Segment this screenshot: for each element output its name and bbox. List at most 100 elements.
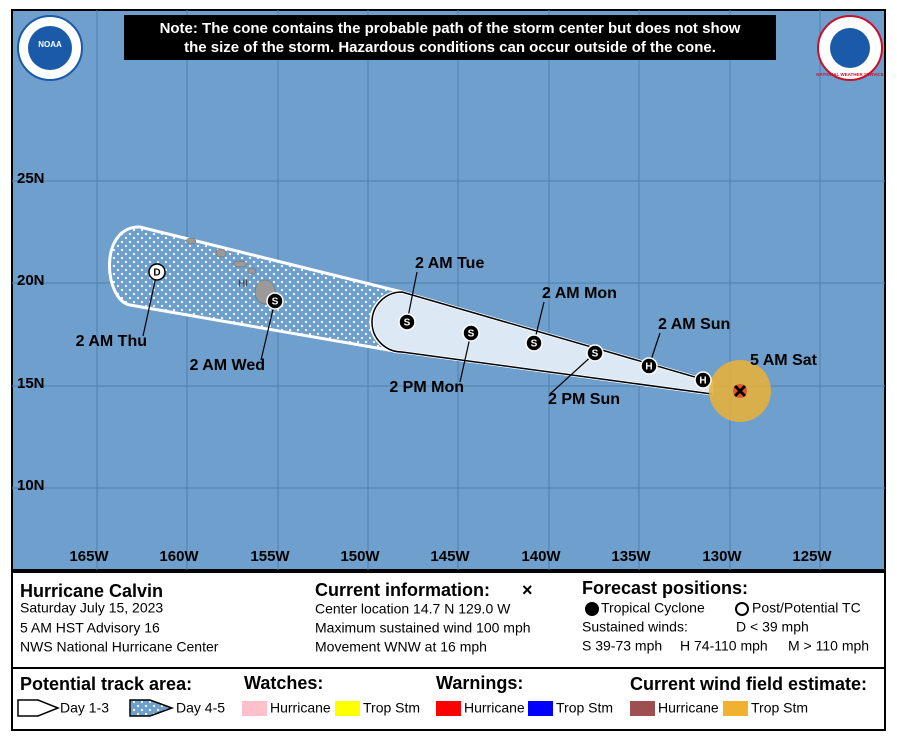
lon-label: 145W xyxy=(430,548,470,565)
legend-title: Potential track area: xyxy=(20,674,192,694)
x-mark xyxy=(733,384,747,398)
track-marker xyxy=(586,344,604,362)
track: H 2 AM Sun H 2 PM Sun S 2 AM Mon S 2 PM Mon S 2 A… xyxy=(76,255,731,408)
marker-letter: S xyxy=(592,349,599,360)
lon-label: 150W xyxy=(340,548,380,565)
grid: 25N 20N 15N 10N 165W 160W 155W 150W 145W 140W 135W… xyxy=(12,10,885,570)
legend-item: Trop Stm xyxy=(363,700,420,716)
marker-letter: H xyxy=(699,376,706,387)
current-position xyxy=(733,384,747,398)
note-line: the size of the storm. Hazardous conditi… xyxy=(184,39,716,56)
legend-item: Hurricane xyxy=(464,700,525,716)
island xyxy=(185,237,197,245)
day13-swatch xyxy=(17,699,61,717)
logo-center xyxy=(28,26,72,70)
legend-title: Watches: xyxy=(244,673,323,693)
swatch xyxy=(630,701,655,716)
current-line: Center location 14.7 N 129.0 W xyxy=(315,601,511,617)
island xyxy=(247,267,257,275)
swatch xyxy=(723,701,748,716)
current-line: Movement WNW at 16 mph xyxy=(315,639,487,655)
track-marker xyxy=(148,263,166,281)
track-marker xyxy=(398,313,416,331)
lon-label: 160W xyxy=(159,548,199,565)
marker-letter: S xyxy=(468,329,475,340)
legend-item: Hurricane xyxy=(270,700,331,716)
wind-m: M > 110 mph xyxy=(788,638,869,654)
winds-title: Sustained winds: xyxy=(582,619,688,635)
note-box xyxy=(124,15,776,60)
lon-label: 140W xyxy=(521,548,561,565)
track-marker xyxy=(266,292,284,310)
tc-symbol xyxy=(585,602,599,616)
current-symbol: × xyxy=(522,580,533,600)
forecast-post: Post/Potential TC xyxy=(752,600,861,616)
forecast-title: Forecast positions: xyxy=(582,578,748,598)
day45-swatch xyxy=(129,699,175,717)
track-marker xyxy=(525,334,543,352)
track-label: 2 PM Sun xyxy=(548,391,620,408)
track-label: 2 AM Tue xyxy=(415,255,484,272)
legend-title: Warnings: xyxy=(436,673,523,693)
lat-label: 20N xyxy=(17,272,45,289)
wind-h: H 74-110 mph xyxy=(680,638,768,654)
legend-item: Hurricane xyxy=(658,700,719,716)
leader-line xyxy=(549,352,596,395)
legend-item: Day 1-3 xyxy=(60,700,109,716)
track-marker xyxy=(462,324,480,342)
track-marker xyxy=(694,371,712,389)
island-label: HI xyxy=(238,279,248,290)
track-label: 2 AM Wed xyxy=(189,357,265,374)
swatch xyxy=(528,701,553,716)
lat-label: 25N xyxy=(17,170,45,187)
lat-label: 15N xyxy=(17,375,45,392)
noaa-logo: NOAA xyxy=(17,15,83,81)
current-title: Current information: xyxy=(315,580,490,600)
lon-label: 135W xyxy=(611,548,651,565)
legend-item: Trop Stm xyxy=(751,700,808,716)
wind-s: S 39-73 mph xyxy=(582,638,662,654)
lon-label: 155W xyxy=(250,548,290,565)
cone-outline xyxy=(371,291,713,395)
current-line: Maximum sustained wind 100 mph xyxy=(315,620,531,636)
track-label: 2 AM Mon xyxy=(542,285,617,302)
logo-text: NOAA xyxy=(38,40,62,49)
track-marker xyxy=(640,357,658,375)
swatch xyxy=(436,701,461,716)
lon-label: 125W xyxy=(792,548,832,565)
lon-label: 165W xyxy=(69,548,109,565)
storm-center: NWS National Hurricane Center xyxy=(20,639,219,655)
logo-text: NATIONAL WEATHER SERVICE xyxy=(816,72,883,77)
marker-letter: S xyxy=(404,318,411,329)
leader-line xyxy=(260,300,276,361)
marker-letter: S xyxy=(272,297,279,308)
storm-name: Hurricane Calvin xyxy=(20,581,163,601)
swatch xyxy=(335,701,360,716)
lat-label: 10N xyxy=(17,477,45,494)
island xyxy=(232,260,248,268)
marker-letter: D xyxy=(153,268,160,279)
info-panel: Hurricane Calvin Saturday July 15, 2023 … xyxy=(11,571,886,731)
marker-letter: S xyxy=(531,339,538,350)
leader-line xyxy=(142,271,158,337)
lon-label: 130W xyxy=(702,548,742,565)
nws-logo: NATIONAL WEATHER SERVICE xyxy=(816,15,884,81)
legend-title: Current wind field estimate: xyxy=(630,674,867,694)
post-symbol xyxy=(735,602,749,616)
track-label: 2 AM Thu xyxy=(76,333,147,350)
wind-d: D < 39 mph xyxy=(736,619,809,635)
storm-advisory: 5 AM HST Advisory 16 xyxy=(20,620,160,636)
marker-letter: H xyxy=(645,362,652,373)
track-label: 5 AM Sat xyxy=(750,352,818,369)
note-line: Note: The cone contains the probable pat… xyxy=(160,20,741,37)
legend-item: Day 4-5 xyxy=(176,700,225,716)
storm-date: Saturday July 15, 2023 xyxy=(20,600,163,616)
track-label: 2 AM Sun xyxy=(658,316,730,333)
forecast-tropical: Tropical Cyclone xyxy=(601,600,705,616)
swatch xyxy=(242,701,267,716)
island xyxy=(215,248,227,258)
legend-item: Trop Stm xyxy=(556,700,613,716)
track-label: 2 PM Mon xyxy=(389,379,464,396)
logo-center xyxy=(830,28,870,68)
